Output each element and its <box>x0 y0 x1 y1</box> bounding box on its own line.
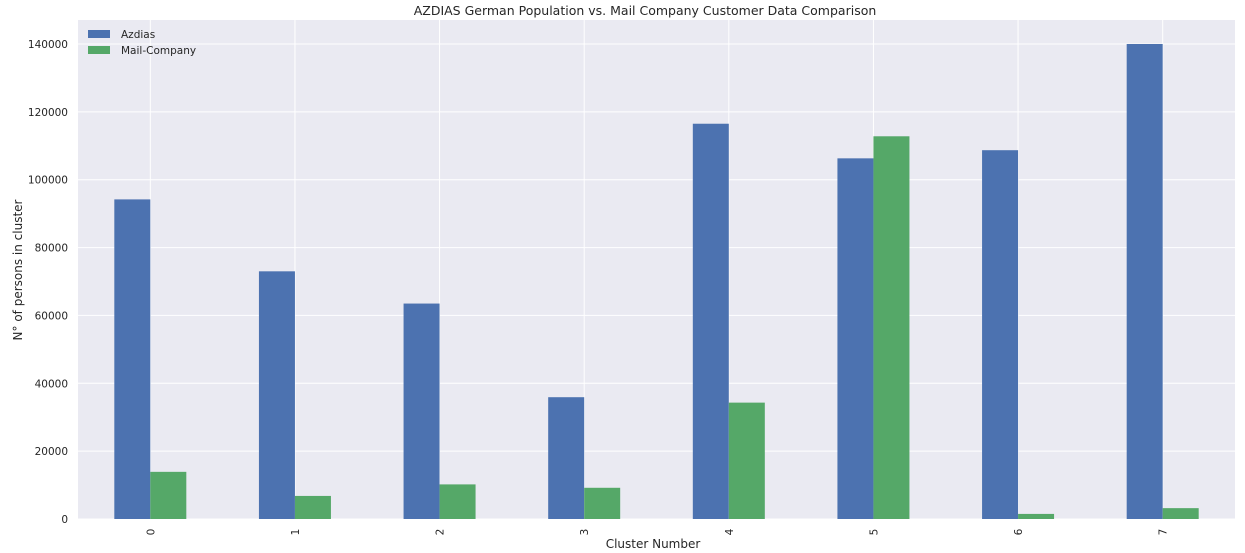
x-tick-label: 7 <box>1158 529 1170 536</box>
bar-mail-company <box>150 471 187 519</box>
y-ticks: 0 20000 40000 60000 80000 100000 120000 140000 <box>28 39 68 526</box>
bar-mail-company <box>728 402 765 519</box>
y-tick-label: 0 <box>61 514 68 526</box>
bar-mail-company <box>1018 513 1055 519</box>
x-tick-label: 3 <box>579 529 591 536</box>
chart-title: AZDIAS German Population vs. Mail Compan… <box>414 3 877 18</box>
x-tick-label: 1 <box>290 529 302 536</box>
bar-azdias <box>1126 44 1163 519</box>
bar-azdias <box>258 271 295 519</box>
x-tick-label: 4 <box>724 528 736 535</box>
legend-swatch <box>88 30 110 38</box>
bar-azdias <box>982 150 1019 520</box>
bar-mail-company <box>1162 508 1199 519</box>
bar-mail-company <box>439 484 476 519</box>
x-tick-label: 5 <box>868 529 880 536</box>
x-axis-label: Cluster Number <box>606 537 701 551</box>
bar-azdias <box>692 123 729 519</box>
y-tick-label: 20000 <box>35 446 68 458</box>
bars <box>114 44 1199 520</box>
bar-mail-company <box>294 495 331 519</box>
bar-azdias <box>837 158 874 519</box>
bar-azdias <box>403 303 440 519</box>
x-ticks: 0 1 2 3 4 5 6 7 <box>145 528 1169 535</box>
x-tick-label: 0 <box>145 529 157 536</box>
y-axis-label: N° of persons in cluster <box>11 199 25 340</box>
y-tick-label: 40000 <box>35 378 68 390</box>
y-tick-label: 100000 <box>28 175 68 187</box>
legend-label: Mail-Company <box>121 45 196 57</box>
bar-mail-company <box>873 136 910 520</box>
bar-azdias <box>114 199 151 519</box>
legend-label: Azdias <box>121 29 155 41</box>
plot-area <box>78 20 1235 519</box>
y-tick-label: 80000 <box>35 243 68 255</box>
x-tick-label: 6 <box>1013 528 1025 535</box>
y-tick-label: 140000 <box>28 39 68 51</box>
bar-mail-company <box>584 487 621 519</box>
bar-azdias <box>548 397 585 519</box>
x-tick-label: 2 <box>435 529 447 536</box>
y-tick-label: 60000 <box>35 310 68 322</box>
legend-swatch <box>88 46 110 54</box>
legend: Azdias Mail-Company <box>88 29 196 57</box>
y-tick-label: 120000 <box>28 107 68 119</box>
